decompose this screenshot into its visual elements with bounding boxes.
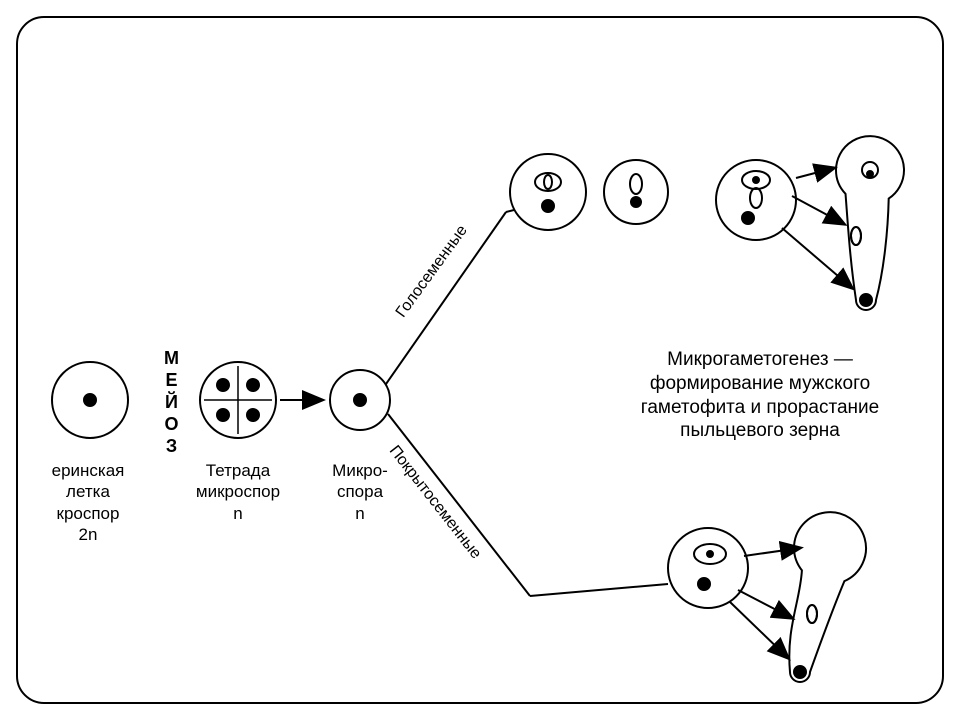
label-main-caption: Микрогаметогенез — формирование мужского…: [641, 348, 879, 443]
label-tetrad: Тетрада микроспор n: [196, 460, 280, 524]
label-meiosis: МЕЙОЗ: [160, 348, 183, 458]
label-microspore: Микро- спора n: [332, 460, 388, 524]
label-mother-cell: еринская летка кроспор 2n: [52, 460, 125, 545]
